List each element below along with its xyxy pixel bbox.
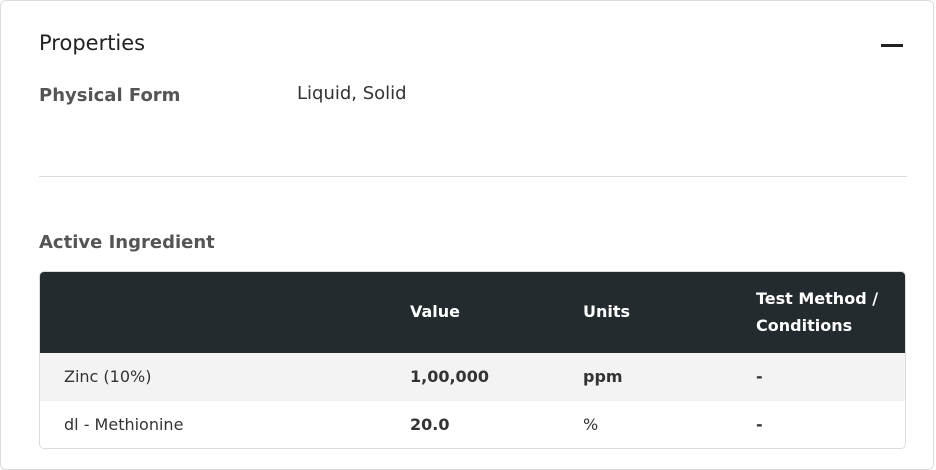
column-header-units: Units [583,302,631,321]
column-header-value: Value [410,302,461,321]
ingredient-method: - [756,367,763,386]
table-header: Value Units Test Method / Conditions [40,272,905,353]
physical-form-value: Liquid, Solid [297,83,407,104]
ingredient-value: 20.0 [410,415,450,434]
divider [39,176,907,177]
minus-icon[interactable] [881,44,903,47]
physical-form-label: Physical Form [39,85,181,106]
ingredient-name: dl - Methionine [64,415,184,434]
ingredient-units: % [583,415,599,434]
table-row: Zinc (10%) 1,00,000 ppm - [40,353,905,401]
ingredient-name: Zinc (10%) [64,367,152,386]
active-ingredient-table: Value Units Test Method / Conditions Zin… [39,271,906,449]
table-row: dl - Methionine 20.0 % - [40,401,905,448]
ingredient-method: - [756,415,763,434]
ingredient-units: ppm [583,367,623,386]
section-title: Properties [39,31,146,55]
active-ingredient-label: Active Ingredient [39,232,215,253]
column-header-test-method: Test Method / Conditions [756,289,879,335]
ingredient-value: 1,00,000 [410,367,489,386]
